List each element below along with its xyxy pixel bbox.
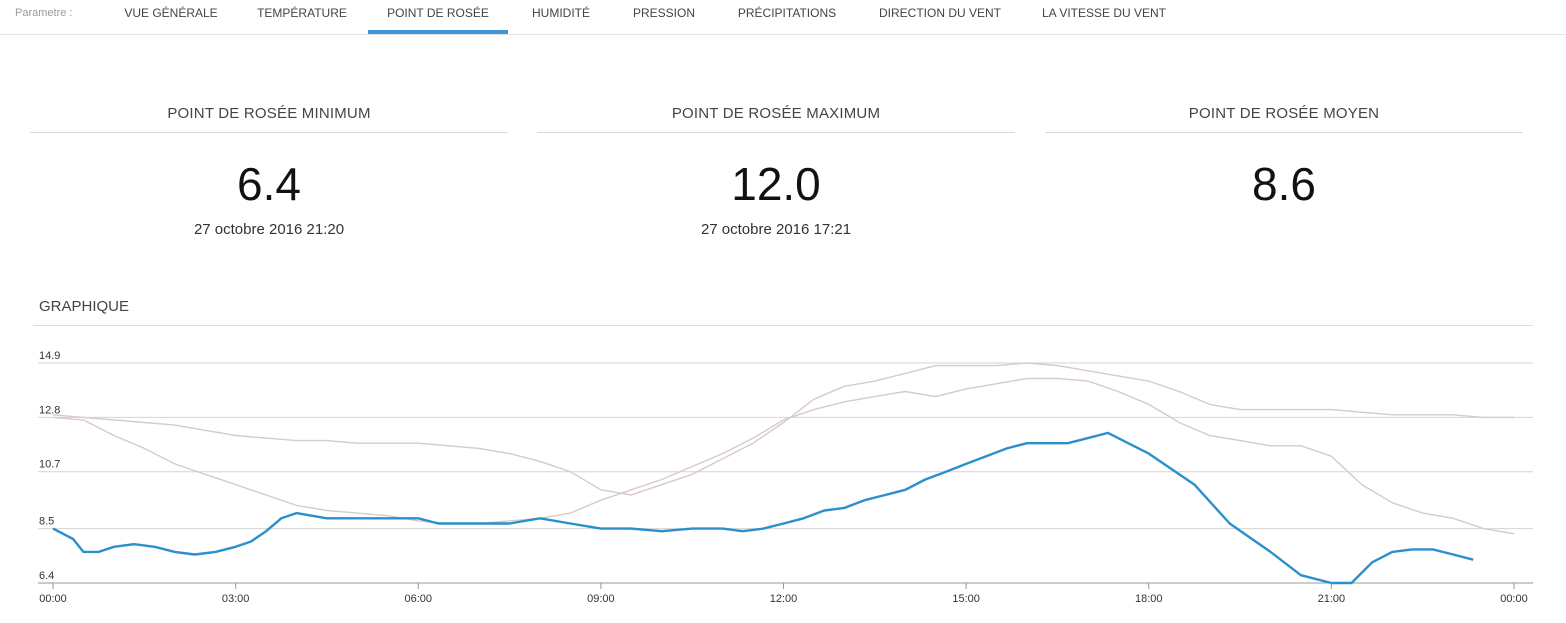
y-tick-label: 8.5	[39, 516, 54, 528]
y-tick-label: 14.9	[39, 350, 60, 362]
stat-minimum-date: 27 octobre 2016 21:20	[193, 221, 345, 238]
graph-divider	[33, 325, 1533, 326]
stat-maximum-value: 12.0	[731, 158, 821, 210]
tab-humidite[interactable]: HUMIDITÉ	[532, 6, 590, 20]
reference-high-line	[52, 362, 1514, 496]
x-tick-label: 00:00	[39, 593, 67, 605]
stat-maximum-date: 27 octobre 2016 17:21	[700, 221, 852, 238]
reference-series	[52, 362, 1515, 535]
y-tick-label: 6.4	[39, 570, 54, 582]
y-tick-label: 10.7	[39, 459, 60, 471]
stat-maximum: POINT DE ROSÉE MAXIMUM 12.0 27 octobre 2…	[537, 105, 1015, 238]
y-tick-label: 12.8	[39, 404, 60, 416]
stat-moyen-title: POINT DE ROSÉE MOYEN	[1045, 105, 1523, 133]
tab-pression[interactable]: PRESSION	[632, 6, 695, 20]
x-tick-label: 09:00	[587, 593, 615, 605]
main-series	[52, 431, 1474, 585]
x-tick-label: 12:00	[770, 593, 798, 605]
stat-minimum: POINT DE ROSÉE MINIMUM 6.4 27 octobre 20…	[30, 105, 508, 238]
reference-low-line	[52, 377, 1515, 535]
tab-precipitations[interactable]: PRÉCIPITATIONS	[737, 6, 837, 20]
graph-title: GRAPHIQUE	[39, 298, 130, 315]
stat-moyen: POINT DE ROSÉE MOYEN 8.6	[1045, 105, 1523, 210]
x-tick-label: 00:00	[1500, 593, 1528, 605]
chart-grid	[38, 362, 1533, 584]
nav-label: Parametre :	[15, 7, 73, 19]
tab-direction-du-vent[interactable]: DIRECTION DU VENT	[878, 6, 1001, 20]
tab-vitesse-du-vent[interactable]: LA VITESSE DU VENT	[1041, 6, 1167, 20]
tab-point-de-rosee[interactable]: POINT DE ROSÉE	[368, 0, 508, 34]
chart-axes: 6.4 8.5 10.7 12.8 14.9 00:00 03:00 06:00 09:00 12…	[39, 350, 1528, 605]
stat-minimum-value: 6.4	[237, 158, 301, 210]
parameter-nav: Parametre : VUE GÉNÉRALE TEMPÉRATURE POI…	[0, 0, 1566, 35]
stat-minimum-title: POINT DE ROSÉE MINIMUM	[30, 105, 508, 133]
x-tick-label: 21:00	[1318, 593, 1346, 605]
dew-point-chart: 6.4 8.5 10.7 12.8 14.9 00:00 03:00 06:00 09:00 12…	[38, 350, 1533, 605]
tab-temperature[interactable]: TEMPÉRATURE	[257, 6, 347, 20]
x-tick-label: 03:00	[222, 593, 250, 605]
x-tick-label: 15:00	[952, 593, 980, 605]
stat-moyen-value: 8.6	[1252, 158, 1316, 210]
tab-vue-generale[interactable]: VUE GÉNÉRALE	[124, 6, 218, 20]
stat-maximum-title: POINT DE ROSÉE MAXIMUM	[537, 105, 1015, 133]
x-tick-label: 18:00	[1135, 593, 1163, 605]
dew-point-line	[52, 431, 1474, 585]
x-tick-label: 06:00	[404, 593, 432, 605]
